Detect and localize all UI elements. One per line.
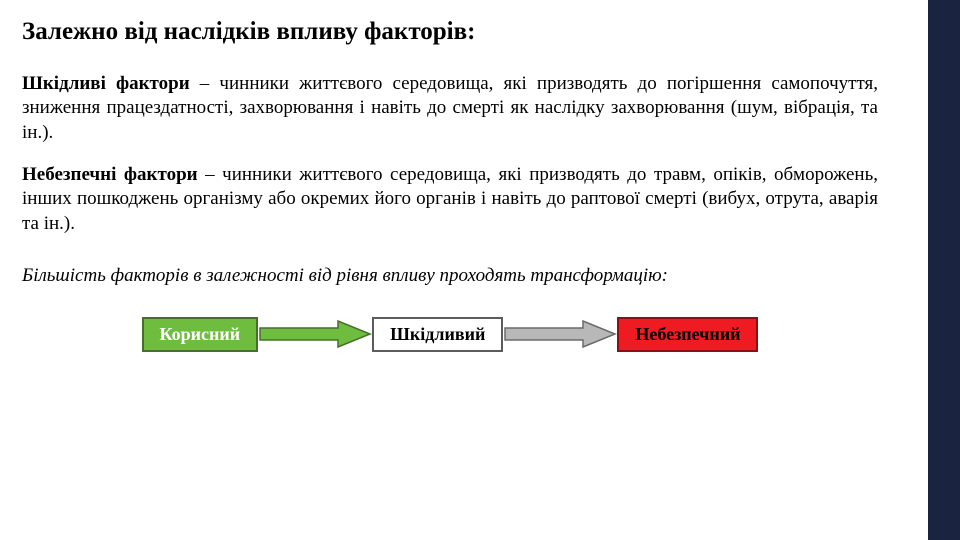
- page-title: Залежно від наслідків впливу факторів:: [22, 18, 878, 46]
- paragraph-harmful: Шкідливі факторичинники життєвого середо…: [22, 72, 878, 145]
- arrow-icon: [258, 319, 372, 349]
- lead-harmful: Шкідливі фактори: [22, 73, 219, 94]
- box-dangerous: Небезпечний: [617, 317, 758, 352]
- arrow-icon: [503, 319, 617, 349]
- box-harmful: Шкідливий: [372, 317, 503, 352]
- slide-content: Залежно від наслідків впливу факторів: Ш…: [0, 0, 928, 370]
- transformation-diagram: Корисний Шкідливий Небезпечний: [22, 317, 878, 352]
- box-useful: Корисний: [142, 317, 259, 352]
- lead-dangerous: Небезпечні фактори: [22, 164, 222, 185]
- italic-summary: Більшість факторів в залежності від рівн…: [22, 264, 878, 289]
- paragraph-dangerous: Небезпечні факторичинники життєвого сере…: [22, 163, 878, 236]
- side-accent-bar: [928, 0, 960, 540]
